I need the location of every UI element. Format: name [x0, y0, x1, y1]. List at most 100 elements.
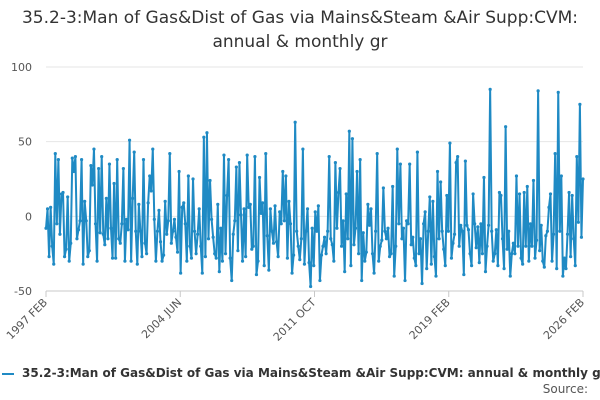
- data-point: [553, 152, 557, 156]
- data-point: [358, 157, 362, 162]
- data-point: [442, 247, 446, 251]
- data-point: [524, 244, 528, 248]
- data-point: [175, 250, 180, 254]
- data-point: [339, 244, 344, 248]
- data-point: [516, 244, 520, 248]
- data-point: [527, 259, 531, 263]
- data-point: [236, 249, 240, 253]
- data-point: [101, 232, 105, 236]
- data-point: [208, 178, 212, 183]
- data-point: [508, 274, 512, 278]
- data-point: [296, 244, 300, 248]
- data-point: [480, 252, 485, 256]
- data-point: [321, 244, 325, 248]
- data-point: [504, 125, 508, 129]
- data-point: [112, 181, 116, 186]
- data-point: [287, 199, 291, 203]
- data-point: [559, 174, 563, 178]
- data-point: [519, 256, 523, 260]
- data-point: [107, 162, 112, 166]
- data-point: [262, 264, 266, 268]
- data-point: [137, 202, 141, 206]
- data-point: [533, 256, 537, 260]
- data-point: [157, 208, 161, 212]
- data-point: [284, 174, 288, 178]
- data-point: [415, 150, 420, 154]
- data-point: [476, 225, 480, 229]
- data-point: [380, 238, 384, 242]
- data-point: [525, 184, 529, 189]
- data-point: [158, 240, 163, 244]
- data-point: [75, 237, 79, 241]
- data-point: [555, 267, 559, 271]
- data-point: [319, 253, 324, 257]
- data-point: [565, 232, 570, 236]
- data-point: [206, 237, 211, 241]
- data-point: [141, 157, 146, 162]
- data-point: [485, 244, 489, 248]
- data-point: [305, 207, 310, 211]
- data-point: [274, 240, 279, 244]
- data-point: [106, 237, 110, 241]
- data-point: [200, 271, 204, 275]
- data-point: [446, 229, 450, 233]
- data-point: [541, 259, 545, 263]
- data-point: [104, 196, 108, 201]
- data-point: [530, 244, 534, 248]
- data-point: [361, 231, 365, 235]
- data-point: [92, 147, 96, 151]
- data-point: [581, 177, 585, 181]
- data-point: [556, 90, 560, 94]
- data-point: [370, 252, 375, 256]
- data-point: [117, 237, 121, 241]
- data-point: [149, 189, 153, 193]
- data-point: [47, 255, 51, 259]
- data-point: [230, 278, 234, 283]
- y-tick-label: 0: [25, 210, 32, 223]
- data-point: [271, 241, 276, 245]
- data-point: [552, 232, 556, 236]
- data-point: [401, 226, 406, 230]
- data-point: [564, 267, 568, 271]
- data-point: [414, 264, 418, 268]
- data-point: [264, 152, 268, 156]
- data-point: [56, 157, 60, 162]
- data-point: [307, 261, 311, 265]
- data-point: [288, 222, 293, 226]
- data-point: [257, 175, 262, 180]
- data-point: [463, 159, 467, 163]
- data-point: [423, 210, 427, 214]
- y-tick-label: -50: [14, 285, 32, 298]
- data-point: [50, 244, 54, 248]
- data-point: [179, 271, 183, 275]
- data-point: [103, 243, 107, 247]
- data-point: [439, 180, 443, 184]
- data-point: [70, 156, 74, 160]
- data-point: [392, 274, 396, 278]
- data-point: [197, 207, 201, 211]
- data-point: [398, 162, 402, 166]
- data-point: [216, 202, 220, 206]
- data-point: [326, 229, 330, 233]
- data-point: [67, 259, 71, 263]
- data-point: [452, 232, 457, 236]
- data-point: [268, 207, 272, 211]
- data-point: [171, 229, 175, 233]
- data-point: [166, 219, 170, 223]
- data-point: [545, 229, 550, 233]
- y-tick-label: 100: [11, 61, 32, 74]
- data-point: [500, 237, 505, 241]
- data-point: [360, 278, 364, 283]
- data-point: [322, 235, 327, 239]
- data-point: [109, 226, 113, 230]
- data-point: [261, 201, 265, 205]
- data-point: [55, 222, 59, 226]
- data-point: [497, 190, 502, 195]
- data-point: [493, 252, 497, 256]
- data-point: [242, 207, 246, 211]
- data-point: [240, 259, 245, 263]
- data-point: [505, 247, 509, 251]
- data-point: [386, 226, 390, 230]
- data-point: [64, 247, 68, 251]
- data-point: [155, 229, 160, 233]
